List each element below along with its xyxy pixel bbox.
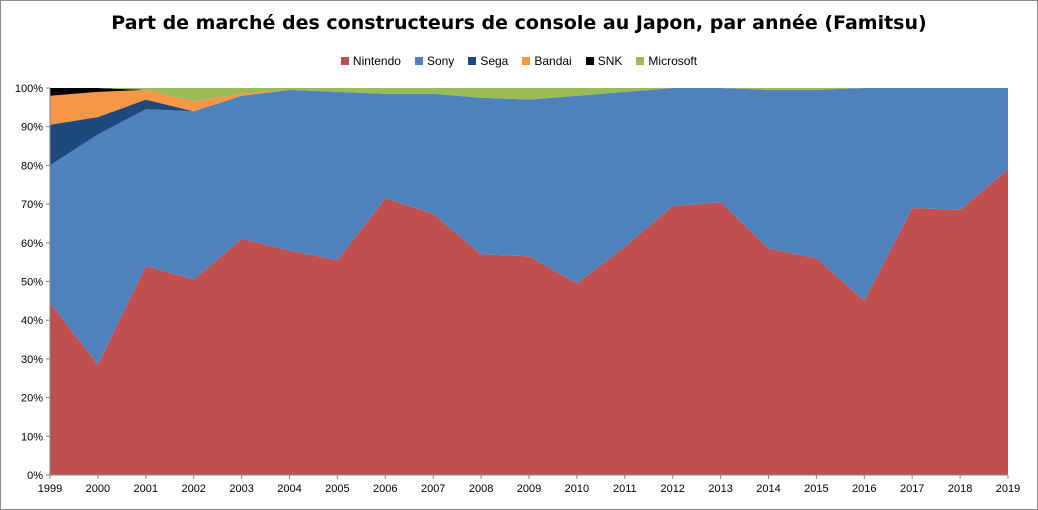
y-tick-label: 70%	[21, 199, 43, 211]
legend-label: Sony	[426, 54, 455, 68]
x-tick-label: 2011	[613, 483, 637, 495]
area-nintendo	[50, 169, 1008, 476]
x-tick-label: 2004	[277, 483, 301, 495]
legend-label: Microsoft	[648, 54, 698, 68]
x-tick-label: 1999	[38, 483, 62, 495]
legend-item-microsoft: Microsoft	[636, 54, 697, 68]
y-tick-label: 50%	[21, 277, 43, 289]
x-tick-label: 2003	[229, 483, 253, 495]
legend-label: Nintendo	[352, 54, 401, 68]
area-bandai	[50, 88, 1008, 125]
y-tick-label: 0%	[27, 470, 43, 482]
x-tick-label: 2005	[325, 483, 349, 495]
legend-label: Sega	[480, 54, 509, 68]
area-microsoft	[50, 88, 1008, 102]
x-tick-label: 2013	[708, 483, 732, 495]
y-tick-label: 80%	[21, 160, 43, 172]
x-tick-label: 2015	[804, 483, 828, 495]
x-tick-label: 2017	[900, 483, 924, 495]
x-tick-label: 2018	[948, 483, 972, 495]
x-tick-label: 2008	[469, 483, 493, 495]
x-tick-label: 2014	[756, 483, 780, 495]
y-tick-label: 30%	[21, 354, 43, 366]
legend-label: SNK	[597, 54, 623, 68]
x-tick-label: 2010	[565, 483, 589, 495]
x-tick-label: 2007	[421, 483, 445, 495]
y-tick-label: 40%	[21, 315, 43, 327]
legend-item-sega: Sega	[468, 54, 508, 68]
x-tick-label: 2002	[181, 483, 205, 495]
legend-swatch	[585, 57, 594, 65]
y-tick-label: 90%	[21, 122, 43, 134]
chart-title: Part de marché des constructeurs de cons…	[111, 12, 927, 34]
legend-swatch	[636, 57, 645, 65]
legend-item-sony: Sony	[414, 54, 455, 68]
legend-swatch	[522, 57, 531, 65]
legend-swatch	[414, 57, 423, 65]
legend-label: Bandai	[534, 54, 572, 68]
x-tick-label: 2001	[134, 483, 158, 495]
legend-item-bandai: Bandai	[522, 54, 572, 68]
area-sony	[50, 88, 1008, 365]
chart-legend: Nintendo Sony Sega Bandai SNK Microsoft	[0, 54, 1038, 68]
y-tick-label: 60%	[21, 238, 43, 250]
x-tick-label: 2016	[852, 483, 876, 495]
x-tick-label: 2019	[996, 483, 1020, 495]
legend-item-nintendo: Nintendo	[340, 54, 401, 68]
x-tick-label: 2000	[86, 483, 110, 495]
x-tick-label: 2012	[660, 483, 684, 495]
legend-item-snk: SNK	[585, 54, 623, 68]
y-tick-label: 20%	[21, 393, 43, 405]
y-tick-label: 100%	[15, 83, 43, 95]
y-tick-label: 10%	[21, 431, 43, 443]
legend-swatch	[468, 57, 477, 65]
legend-swatch	[340, 57, 349, 65]
x-tick-label: 2006	[373, 483, 397, 495]
x-tick-label: 2009	[517, 483, 541, 495]
